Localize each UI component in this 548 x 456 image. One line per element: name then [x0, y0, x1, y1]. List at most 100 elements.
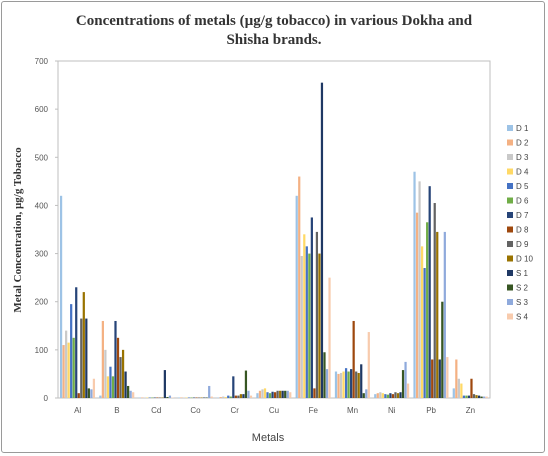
y-tick-label: 600 — [35, 105, 49, 114]
bar — [227, 395, 230, 398]
y-tick-label: 500 — [35, 153, 49, 162]
bar — [72, 337, 75, 398]
chart-title-line-1: Concentrations of metals (µg/g tobacco) … — [75, 13, 473, 29]
bar — [284, 390, 287, 398]
bar — [323, 352, 326, 398]
legend-swatch — [507, 183, 513, 189]
bar — [401, 370, 405, 398]
bar — [258, 390, 262, 398]
x-tick-label: Zn — [466, 406, 475, 415]
bar — [465, 395, 468, 398]
bar — [381, 393, 384, 398]
bar — [289, 392, 292, 398]
bar — [67, 342, 70, 398]
bar — [263, 388, 267, 398]
bar — [308, 253, 311, 398]
bar — [298, 176, 301, 398]
bar — [475, 395, 478, 398]
bar — [261, 389, 264, 398]
legend-swatch — [507, 255, 513, 262]
bar — [455, 359, 458, 398]
bar — [477, 395, 481, 398]
bar — [229, 396, 232, 398]
legend-label: D 7 — [516, 211, 529, 220]
bar — [360, 364, 363, 398]
bar — [357, 372, 360, 398]
x-tick-label: Pb — [426, 406, 436, 415]
bar — [467, 395, 471, 398]
bar — [168, 395, 172, 398]
bar — [362, 393, 365, 398]
bar — [350, 369, 353, 398]
bar — [59, 195, 63, 398]
legend-swatch — [507, 154, 513, 160]
bar — [438, 359, 441, 398]
bar — [418, 181, 421, 398]
legend-swatch — [507, 313, 513, 320]
legend: D 1 D 2 D 3 D 4 D 5 D 6 D 7 D 8 D 9 D 10 S 1 S 2 S 3… — [507, 124, 533, 322]
bar — [80, 318, 83, 398]
x-tick-label: Ni — [388, 406, 396, 415]
bar — [237, 395, 240, 398]
bar — [431, 359, 434, 398]
bars — [59, 82, 488, 399]
bar — [271, 391, 274, 398]
legend-swatch — [507, 125, 513, 131]
legend-label: S 4 — [516, 313, 529, 322]
bar — [295, 195, 298, 398]
bar — [386, 394, 389, 398]
bar — [124, 371, 127, 398]
y-tick-label: 400 — [35, 201, 49, 210]
x-tick-label: Cr — [231, 406, 240, 415]
legend-label: S 2 — [516, 284, 529, 293]
bar — [77, 393, 80, 398]
legend-label: D 3 — [516, 153, 529, 162]
bar — [367, 332, 370, 398]
bar — [426, 222, 429, 398]
bar — [457, 378, 460, 398]
bar — [389, 393, 392, 398]
bar — [415, 212, 419, 398]
bar — [99, 395, 102, 398]
bar — [70, 304, 73, 398]
legend-label: D 5 — [516, 182, 529, 191]
bar — [276, 390, 279, 398]
chart-title: Concentrations of metals (µg/g tobacco) … — [0, 12, 548, 50]
bar — [268, 393, 272, 398]
bar — [428, 186, 431, 398]
bar — [249, 395, 253, 398]
bar — [101, 320, 104, 398]
bar — [315, 231, 319, 398]
bar — [234, 395, 237, 398]
bar — [480, 396, 483, 398]
bar — [224, 397, 227, 398]
bar — [352, 320, 355, 398]
bar — [92, 378, 96, 398]
bar — [462, 395, 466, 398]
bar — [121, 349, 125, 398]
y-tick-label: 300 — [35, 250, 49, 259]
bar — [127, 385, 130, 398]
bar — [279, 390, 282, 398]
bar — [404, 361, 407, 398]
bar — [337, 373, 340, 398]
legend-swatch — [507, 197, 513, 204]
y-axis: 0 100 200 300 400 500 600 700 — [35, 57, 58, 403]
bar — [391, 394, 395, 398]
x-tick-label: B — [114, 406, 119, 415]
legend-label: D 1 — [516, 124, 529, 133]
bar — [423, 268, 426, 398]
bar — [365, 389, 368, 398]
bar — [305, 246, 308, 398]
bar — [242, 394, 245, 398]
bar — [111, 376, 115, 398]
bar — [406, 383, 410, 398]
bar — [82, 292, 85, 398]
bar — [328, 277, 331, 398]
bar — [310, 217, 313, 398]
legend-swatch — [507, 212, 513, 218]
x-tick-label: Fe — [309, 406, 319, 415]
legend-label: D 6 — [516, 197, 529, 206]
bar — [65, 330, 68, 398]
legend-swatch — [507, 241, 513, 247]
